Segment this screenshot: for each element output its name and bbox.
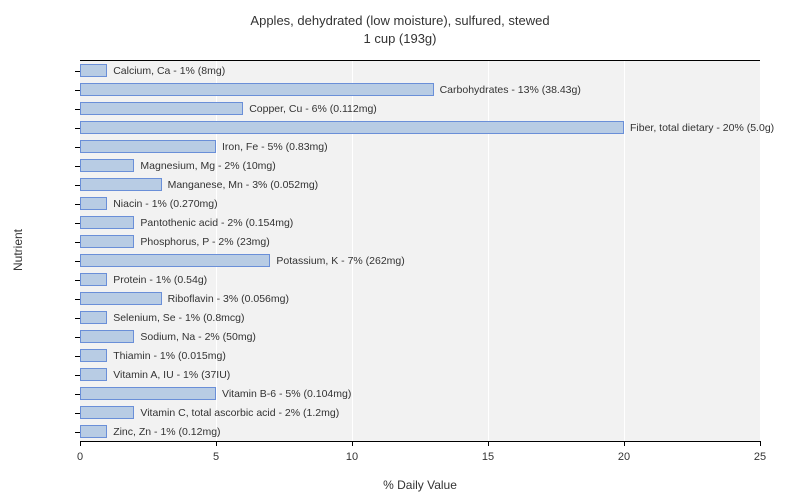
x-tick-mark — [80, 441, 81, 446]
bar-label: Copper, Cu - 6% (0.112mg) — [249, 103, 377, 115]
bar-label: Carbohydrates - 13% (38.43g) — [440, 84, 581, 96]
title-line-1: Apples, dehydrated (low moisture), sulfu… — [250, 13, 549, 28]
bar-label: Protein - 1% (0.54g) — [113, 274, 207, 286]
x-tick-label: 15 — [482, 451, 494, 463]
bar-row: Carbohydrates - 13% (38.43g) — [80, 83, 581, 96]
bar-label: Potassium, K - 7% (262mg) — [276, 255, 404, 267]
bar — [80, 330, 134, 343]
bar-label: Iron, Fe - 5% (0.83mg) — [222, 141, 328, 153]
x-tick-label: 10 — [346, 451, 358, 463]
bar-label: Fiber, total dietary - 20% (5.0g) — [630, 122, 774, 134]
x-tick-mark — [760, 441, 761, 446]
title-line-2: 1 cup (193g) — [364, 31, 437, 46]
nutrient-chart: Apples, dehydrated (low moisture), sulfu… — [0, 0, 800, 500]
bar-label: Thiamin - 1% (0.015mg) — [113, 350, 226, 362]
bar-row: Potassium, K - 7% (262mg) — [80, 254, 405, 267]
bar-label: Phosphorus, P - 2% (23mg) — [140, 236, 269, 248]
bar — [80, 425, 107, 438]
bar-row: Copper, Cu - 6% (0.112mg) — [80, 102, 377, 115]
bar — [80, 368, 107, 381]
x-tick-label: 5 — [213, 451, 219, 463]
bar — [80, 83, 434, 96]
bar-label: Vitamin A, IU - 1% (37IU) — [113, 369, 230, 381]
bar-label: Selenium, Se - 1% (0.8mcg) — [113, 312, 244, 324]
bar-label: Calcium, Ca - 1% (8mg) — [113, 65, 225, 77]
bar — [80, 273, 107, 286]
gridline — [352, 61, 353, 441]
bar-label: Vitamin B-6 - 5% (0.104mg) — [222, 388, 351, 400]
bar — [80, 64, 107, 77]
bar-row: Manganese, Mn - 3% (0.052mg) — [80, 178, 318, 191]
bar-row: Iron, Fe - 5% (0.83mg) — [80, 140, 328, 153]
bar-row: Sodium, Na - 2% (50mg) — [80, 330, 256, 343]
bar-label: Niacin - 1% (0.270mg) — [113, 198, 217, 210]
bar-row: Vitamin A, IU - 1% (37IU) — [80, 368, 230, 381]
x-axis-label: % Daily Value — [383, 478, 457, 492]
bar-label: Pantothenic acid - 2% (0.154mg) — [140, 217, 293, 229]
bar-row: Zinc, Zn - 1% (0.12mg) — [80, 425, 221, 438]
bar — [80, 292, 162, 305]
plot-area: 0510152025Calcium, Ca - 1% (8mg)Carbohyd… — [80, 60, 760, 442]
bar — [80, 406, 134, 419]
bar — [80, 159, 134, 172]
bar-label: Magnesium, Mg - 2% (10mg) — [140, 160, 275, 172]
bar-label: Vitamin C, total ascorbic acid - 2% (1.2… — [140, 407, 339, 419]
bar-row: Phosphorus, P - 2% (23mg) — [80, 235, 270, 248]
bar — [80, 216, 134, 229]
bar-row: Thiamin - 1% (0.015mg) — [80, 349, 226, 362]
x-tick-mark — [488, 441, 489, 446]
bar-row: Protein - 1% (0.54g) — [80, 273, 207, 286]
x-tick-mark — [352, 441, 353, 446]
gridline — [488, 61, 489, 441]
bar-row: Riboflavin - 3% (0.056mg) — [80, 292, 289, 305]
y-axis-label: Nutrient — [11, 229, 25, 271]
x-tick-label: 25 — [754, 451, 766, 463]
bar-row: Vitamin C, total ascorbic acid - 2% (1.2… — [80, 406, 339, 419]
bar — [80, 197, 107, 210]
bar-row: Vitamin B-6 - 5% (0.104mg) — [80, 387, 351, 400]
bar — [80, 102, 243, 115]
bar-label: Sodium, Na - 2% (50mg) — [140, 331, 256, 343]
x-tick-mark — [216, 441, 217, 446]
bar-row: Pantothenic acid - 2% (0.154mg) — [80, 216, 293, 229]
bar — [80, 349, 107, 362]
bar — [80, 254, 270, 267]
x-tick-mark — [624, 441, 625, 446]
bar-row: Fiber, total dietary - 20% (5.0g) — [80, 121, 774, 134]
bar-label: Riboflavin - 3% (0.056mg) — [168, 293, 289, 305]
bar-row: Calcium, Ca - 1% (8mg) — [80, 64, 225, 77]
x-tick-label: 20 — [618, 451, 630, 463]
bar-row: Selenium, Se - 1% (0.8mcg) — [80, 311, 245, 324]
gridline — [624, 61, 625, 441]
bar — [80, 140, 216, 153]
bar — [80, 387, 216, 400]
gridline — [216, 61, 217, 441]
bar — [80, 235, 134, 248]
bar-row: Magnesium, Mg - 2% (10mg) — [80, 159, 276, 172]
bar-row: Niacin - 1% (0.270mg) — [80, 197, 218, 210]
bar-label: Zinc, Zn - 1% (0.12mg) — [113, 426, 220, 438]
chart-title: Apples, dehydrated (low moisture), sulfu… — [0, 0, 800, 47]
bar-label: Manganese, Mn - 3% (0.052mg) — [168, 179, 319, 191]
bar — [80, 178, 162, 191]
bar — [80, 311, 107, 324]
bar — [80, 121, 624, 134]
x-tick-label: 0 — [77, 451, 83, 463]
